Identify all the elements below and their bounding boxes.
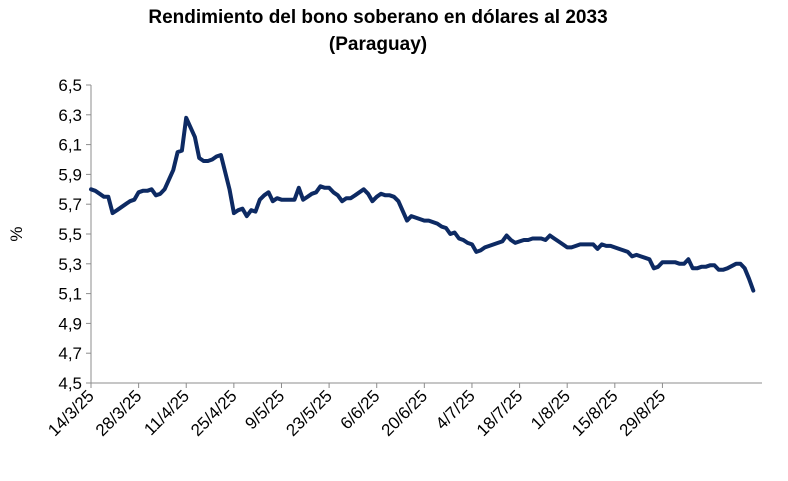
x-tick-label: 23/5/25 <box>282 386 336 440</box>
y-tick-label: 4,5 <box>58 374 82 393</box>
y-tick-label: 4,7 <box>58 344 82 363</box>
x-tick-label: 15/8/25 <box>568 386 622 440</box>
y-tick-label: 6,1 <box>58 136 82 155</box>
y-tick-label: 5,3 <box>58 255 82 274</box>
x-tick-label: 14/3/25 <box>44 386 98 440</box>
x-tick-label: 18/7/25 <box>473 386 527 440</box>
y-tick-label: 5,7 <box>58 195 82 214</box>
y-tick-label: 6,5 <box>58 76 82 95</box>
y-axis-label: % <box>7 226 26 241</box>
x-tick-label: 28/3/25 <box>92 386 146 440</box>
y-tick-label: 6,3 <box>58 106 82 125</box>
y-ticks: 6,5 6,3 6,1 5,9 5,7 5,5 5,3 5,1 4,9 4,7 4,5 <box>58 76 91 393</box>
y-tick-label: 5,9 <box>58 165 82 184</box>
y-tick-label: 5,5 <box>58 225 82 244</box>
chart-subtitle: (Paraguay) <box>329 34 427 55</box>
y-tick-label: 5,1 <box>58 285 82 304</box>
x-tick-label: 20/6/25 <box>378 386 432 440</box>
x-tick-label: 29/8/25 <box>616 386 670 440</box>
chart-title: Rendimiento del bono soberano en dólares… <box>148 7 607 28</box>
x-tick-label: 25/4/25 <box>187 386 241 440</box>
yield-series-line <box>89 115 756 293</box>
x-tick-label: 11/4/25 <box>140 386 193 439</box>
y-tick-label: 4,9 <box>58 314 82 333</box>
